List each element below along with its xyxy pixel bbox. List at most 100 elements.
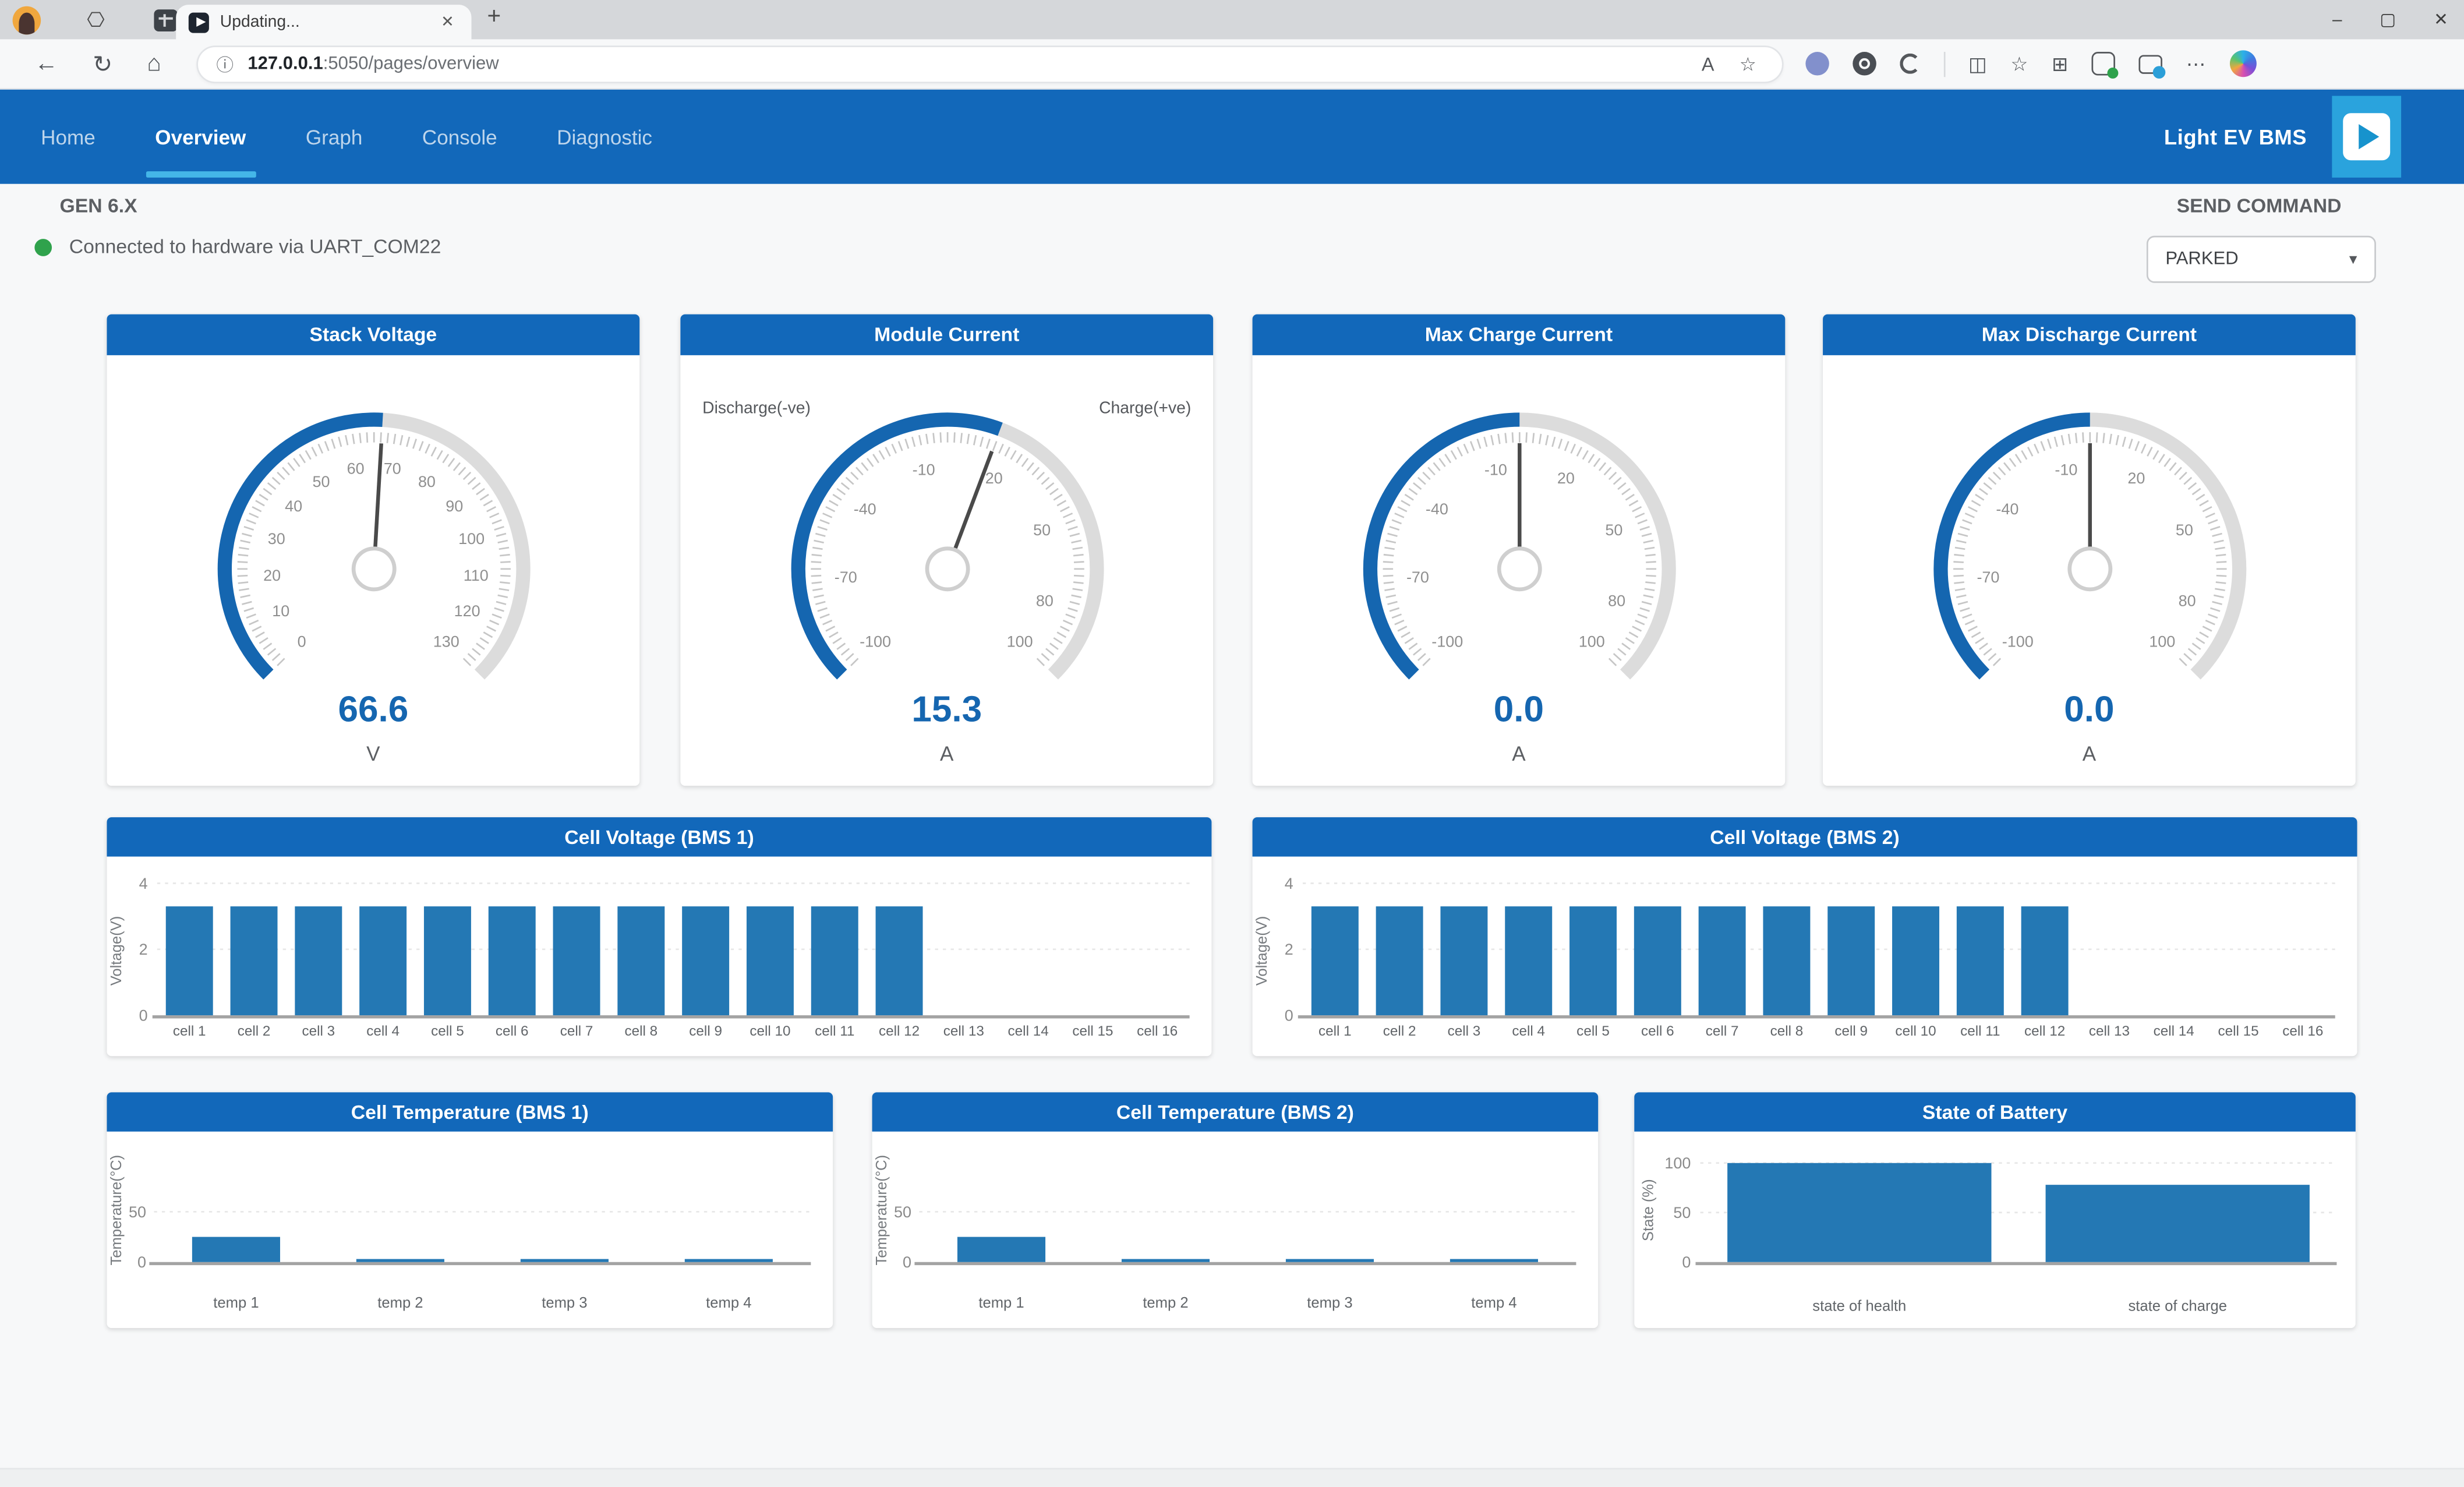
gauge-tick-label: 50: [312, 473, 329, 490]
cell-voltage-bms1-chart: Voltage(V) 0 2 4 cell 1 cell 2 cell 3 cell 4 cel…: [108, 875, 1190, 1039]
favorite-star-icon[interactable]: ☆: [1739, 52, 1756, 75]
bar: [1376, 906, 1423, 1016]
site-info-icon[interactable]: ⓘ: [216, 55, 234, 75]
gauge-tick-label: -100: [1431, 633, 1462, 650]
gauge-tick-label: 80: [1607, 592, 1625, 609]
x-category-label: state of charge: [2128, 1298, 2227, 1314]
browser-essentials-icon[interactable]: [2091, 52, 2119, 79]
nav-item-overview[interactable]: Overview: [136, 90, 265, 184]
y-tick-label: 0: [137, 1253, 146, 1271]
command-selected-value: PARKED: [2165, 250, 2239, 269]
card-title: Cell Voltage (BMS 1): [107, 817, 1212, 857]
url-text[interactable]: 127.0.0.1:5050/pages/overview: [248, 54, 499, 73]
gauge-value: 0.0: [2064, 688, 2115, 730]
gauge-tick-label: 110: [462, 567, 487, 584]
extension-ring-icon[interactable]: [1899, 53, 1920, 74]
profile-extension-icon[interactable]: [1805, 52, 1829, 76]
split-screen-icon[interactable]: ◫: [1968, 53, 1987, 76]
y-tick-label: 4: [139, 875, 148, 892]
gauge-tick-label: -10: [1484, 461, 1507, 479]
gauge-tick-label: 70: [383, 460, 400, 478]
x-category-label: temp 4: [706, 1295, 751, 1311]
card-title: Cell Voltage (BMS 2): [1252, 817, 2357, 857]
x-category-label: cell 2: [238, 1023, 271, 1039]
read-aloud-icon[interactable]: A: [1701, 52, 1714, 75]
browser-profile-avatar[interactable]: [12, 5, 41, 34]
bar: [1311, 906, 1359, 1016]
wallet-icon[interactable]: [2138, 54, 2166, 78]
x-category-label: cell 15: [2218, 1023, 2258, 1039]
cell-voltage-bms2-chart: Voltage(V) 0 2 4 cell 1 cell 2 cell 3 cell 4 cel…: [1254, 875, 2335, 1039]
x-category-label: cell 13: [2089, 1023, 2130, 1039]
bar: [1827, 906, 1875, 1016]
bar: [1634, 906, 1681, 1016]
bar: [1698, 906, 1746, 1016]
gauge-tick-label: 50: [2175, 521, 2192, 539]
card-title: Cell Temperature (BMS 2): [872, 1092, 1599, 1132]
gauge-tick-label: 120: [453, 602, 479, 620]
x-category-label: cell 13: [943, 1023, 984, 1039]
settings-more-icon[interactable]: ⋯: [2186, 53, 2206, 76]
gauge-tick-label: -100: [2001, 633, 2032, 650]
vertical-tabs-icon[interactable]: [151, 5, 179, 34]
bar: [165, 906, 213, 1016]
x-category-label: temp 3: [542, 1295, 587, 1311]
x-category-label: cell 11: [815, 1023, 854, 1039]
card-title: Max Charge Current: [1252, 314, 1786, 355]
command-dropdown[interactable]: PARKED ▾: [2146, 235, 2376, 283]
x-category-label: cell 9: [689, 1023, 722, 1039]
x-category-label: cell 2: [1383, 1023, 1416, 1039]
page-bottom-strip: [0, 1468, 2464, 1487]
window-maximize-button[interactable]: ▢: [2380, 10, 2396, 30]
refresh-icon[interactable]: ↻: [93, 51, 113, 78]
new-tab-button[interactable]: +: [487, 3, 501, 30]
address-bar[interactable]: ⓘ 127.0.0.1:5050/pages/overview A ☆: [196, 44, 1783, 83]
extension-dark-icon[interactable]: [1852, 52, 1876, 76]
x-category-label: cell 12: [879, 1023, 920, 1039]
nav-item-diagnostic[interactable]: Diagnostic: [557, 125, 652, 149]
gauge-tick-label: 100: [1006, 633, 1032, 650]
gauge-hub: [1496, 546, 1542, 592]
card-title: State of Battery: [1634, 1092, 2356, 1132]
gauge-tick-label: 20: [263, 567, 280, 584]
tab-title: Updating...: [220, 12, 300, 31]
bar: [1569, 906, 1617, 1016]
charge-label: Charge(+ve): [1099, 399, 1192, 418]
url-path: :5050/pages/overview: [323, 54, 499, 73]
module-current-gauge: -100 -70 -40 -10 20 50 80 100: [790, 412, 1104, 680]
bar: [488, 906, 536, 1016]
card-module-current: Module Current Discharge(-ve) Charge(+ve…: [680, 314, 1214, 786]
window-close-button[interactable]: ✕: [2434, 10, 2449, 30]
x-category-label: temp 2: [1143, 1295, 1188, 1311]
nav-item-home[interactable]: Home: [41, 125, 96, 149]
gauge-tick-label: -40: [1995, 500, 2018, 518]
copilot-icon[interactable]: [2229, 50, 2256, 77]
x-category-label: temp 4: [1471, 1295, 1516, 1311]
gauge-unit: V: [366, 741, 380, 766]
nav-item-graph[interactable]: Graph: [305, 125, 363, 149]
play-button[interactable]: [2332, 96, 2402, 178]
favorites-icon[interactable]: ☆: [2010, 53, 2028, 76]
x-category-label: cell 5: [1576, 1023, 1610, 1039]
nav-item-console[interactable]: Console: [422, 125, 497, 149]
x-category-label: cell 15: [1072, 1023, 1113, 1039]
collections-icon[interactable]: ⊞: [2052, 53, 2069, 76]
bar: [1892, 906, 1940, 1016]
y-axis-label: Temperature(°C): [108, 1155, 125, 1266]
card-cell-voltage-bms2: Cell Voltage (BMS 2) Voltage(V) 0 2 4 cell 1…: [1252, 817, 2357, 1057]
x-category-label: state of health: [1812, 1298, 1906, 1314]
gauge-tick-label: 30: [267, 530, 284, 548]
browser-tab[interactable]: Updating... ✕: [176, 5, 472, 40]
tab-close-icon[interactable]: ✕: [441, 13, 454, 31]
back-icon[interactable]: ←: [34, 50, 58, 77]
home-icon[interactable]: ⌂: [147, 50, 161, 77]
y-tick-label: 0: [1285, 1007, 1293, 1025]
bar: [684, 1259, 773, 1262]
y-tick-label: 2: [139, 941, 148, 958]
y-tick-label: 4: [1285, 875, 1293, 892]
connected-dot-icon: [34, 238, 52, 256]
workspaces-icon[interactable]: ⎔: [87, 7, 105, 31]
x-category-label: cell 16: [1137, 1023, 1178, 1039]
window-minimize-button[interactable]: –: [2332, 10, 2342, 29]
bar: [1121, 1259, 1210, 1262]
